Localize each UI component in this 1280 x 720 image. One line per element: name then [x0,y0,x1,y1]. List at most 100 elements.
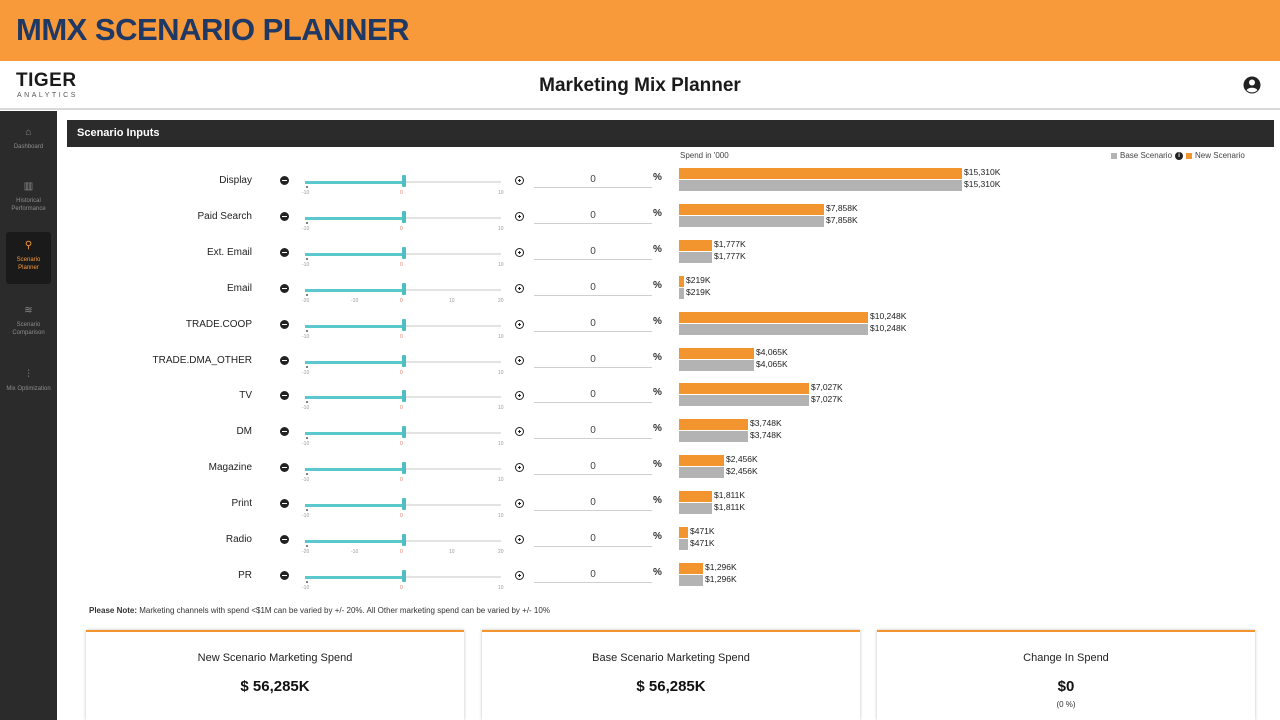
sidebar-item-mix-optimization[interactable]: ⫶ Mix Optimization [6,361,51,413]
slider-print-handle[interactable] [402,498,406,510]
slider-tick-mark [306,473,308,475]
slider-fill [305,180,404,184]
slider-radio-handle[interactable] [402,534,406,546]
bar-value-label: $15,310K [964,167,1001,177]
sidebar-item-historical-performance[interactable]: ▥ Historical Performance [6,173,51,225]
slider-tick-label: 0 [400,298,403,304]
sidebar-item-label: Scenario Comparison [12,322,45,336]
slider-tick-mark [306,581,308,583]
magazine-percent-input[interactable] [534,459,652,475]
slider-tick-label: 10 [498,513,504,519]
pr-percent-input[interactable] [534,567,652,583]
slider-trade-coop-handle[interactable] [402,319,406,331]
increase-trade-dma-other-button[interactable] [515,356,524,365]
slider-dm-handle[interactable] [402,426,406,438]
decrease-magazine-button[interactable] [280,463,289,472]
channel-label: PR [238,570,252,581]
layers-icon: ≋ [24,305,33,316]
slider-email-handle[interactable] [402,283,406,295]
increase-trade-coop-button[interactable] [515,320,524,329]
increase-dm-button[interactable] [515,427,524,436]
increase-magazine-button[interactable] [515,463,524,472]
slider-tv-handle[interactable] [402,390,406,402]
sidebar-item-dashboard[interactable]: ⌂ Dashboard [6,119,51,171]
slider-tick-mark [306,258,308,260]
increase-paid-search-button[interactable] [515,212,524,221]
channel-label: Display [219,175,252,186]
slider-tick-label: -20 [302,298,310,304]
sidebar-item-scenario-planner[interactable]: ⚲ Scenario Planner [6,232,51,284]
decrease-print-button[interactable] [280,499,289,508]
bar-value-label: $1,296K [705,562,737,572]
trade-coop-percent-input[interactable] [534,316,652,332]
logo: TIGER [16,70,77,91]
bar-value-label: $7,027K [811,382,843,392]
percent-symbol: % [653,280,662,291]
decrease-dm-button[interactable] [280,427,289,436]
bar-value-label: $3,748K [750,430,782,440]
slider-magazine-handle[interactable] [402,462,406,474]
bar-value-label: $7,858K [826,215,858,225]
bar-value-label: $1,811K [714,490,746,500]
print-percent-input[interactable] [534,495,652,511]
slider-pr-handle[interactable] [402,570,406,582]
slider-paid-search-handle[interactable] [402,211,406,223]
display-percent-input[interactable] [534,172,652,188]
email-percent-input[interactable] [534,280,652,296]
increase-display-button[interactable] [515,176,524,185]
page-title: Marketing Mix Planner [539,75,741,96]
decrease-trade-dma-other-button[interactable] [280,356,289,365]
ext-email-percent-input[interactable] [534,244,652,260]
increase-ext-email-button[interactable] [515,248,524,257]
decrease-trade-coop-button[interactable] [280,320,289,329]
increase-print-button[interactable] [515,499,524,508]
info-icon[interactable]: i [1175,151,1184,160]
bar-value-label: $15,310K [964,179,1001,189]
chart-axis-caption: Spend in '000 [680,151,729,160]
slider-tick-label: -10 [351,298,359,304]
increase-tv-button[interactable] [515,391,524,400]
slider-tick-label: 0 [400,370,403,376]
decrease-pr-button[interactable] [280,571,289,580]
slider-tick-label: 20 [498,549,504,555]
decrease-ext-email-button[interactable] [280,248,289,257]
slider-tick-label: -10 [302,405,310,411]
slider-display-handle[interactable] [402,175,406,187]
slider-ext-email-handle[interactable] [402,247,406,259]
radio-percent-input[interactable] [534,531,652,547]
slider-fill [305,539,404,543]
slider-tick-label: 0 [400,585,403,591]
decrease-radio-button[interactable] [280,535,289,544]
user-circle-icon[interactable] [1242,75,1262,95]
sidebar-item-scenario-comparison[interactable]: ≋ Scenario Comparison [6,297,51,349]
increase-email-button[interactable] [515,284,524,293]
bar-base-magazine [679,467,724,478]
slider-tick-label: -10 [302,226,310,232]
percent-symbol: % [653,495,662,506]
slider-trade-dma-other-handle[interactable] [402,355,406,367]
channel-label: Paid Search [197,211,252,222]
bar-value-label: $471K [690,538,715,548]
dm-percent-input[interactable] [534,423,652,439]
decrease-display-button[interactable] [280,176,289,185]
sidebar-item-label: Dashboard [13,144,44,150]
increase-radio-button[interactable] [515,535,524,544]
decrease-paid-search-button[interactable] [280,212,289,221]
trade-dma-other-percent-input[interactable] [534,352,652,368]
bar-base-paid-search [679,216,824,227]
paid-search-percent-input[interactable] [534,208,652,224]
bar-base-radio [679,539,688,550]
decrease-email-button[interactable] [280,284,289,293]
slider-tick-label: -10 [302,585,310,591]
bar-value-label: $10,248K [870,323,907,333]
slider-tick-label: 0 [400,190,403,196]
increase-pr-button[interactable] [515,571,524,580]
decrease-tv-button[interactable] [280,391,289,400]
bar-value-label: $471K [690,526,715,536]
sidebar: ⌂ Dashboard ▥ Historical Performance ⚲ S… [0,111,57,720]
slider-tick-label: 10 [498,370,504,376]
channel-label: TRADE.COOP [185,319,252,330]
slider-tick-label: 10 [498,226,504,232]
tv-percent-input[interactable] [534,387,652,403]
card-title: Base Scenario Marketing Spend [592,652,750,664]
